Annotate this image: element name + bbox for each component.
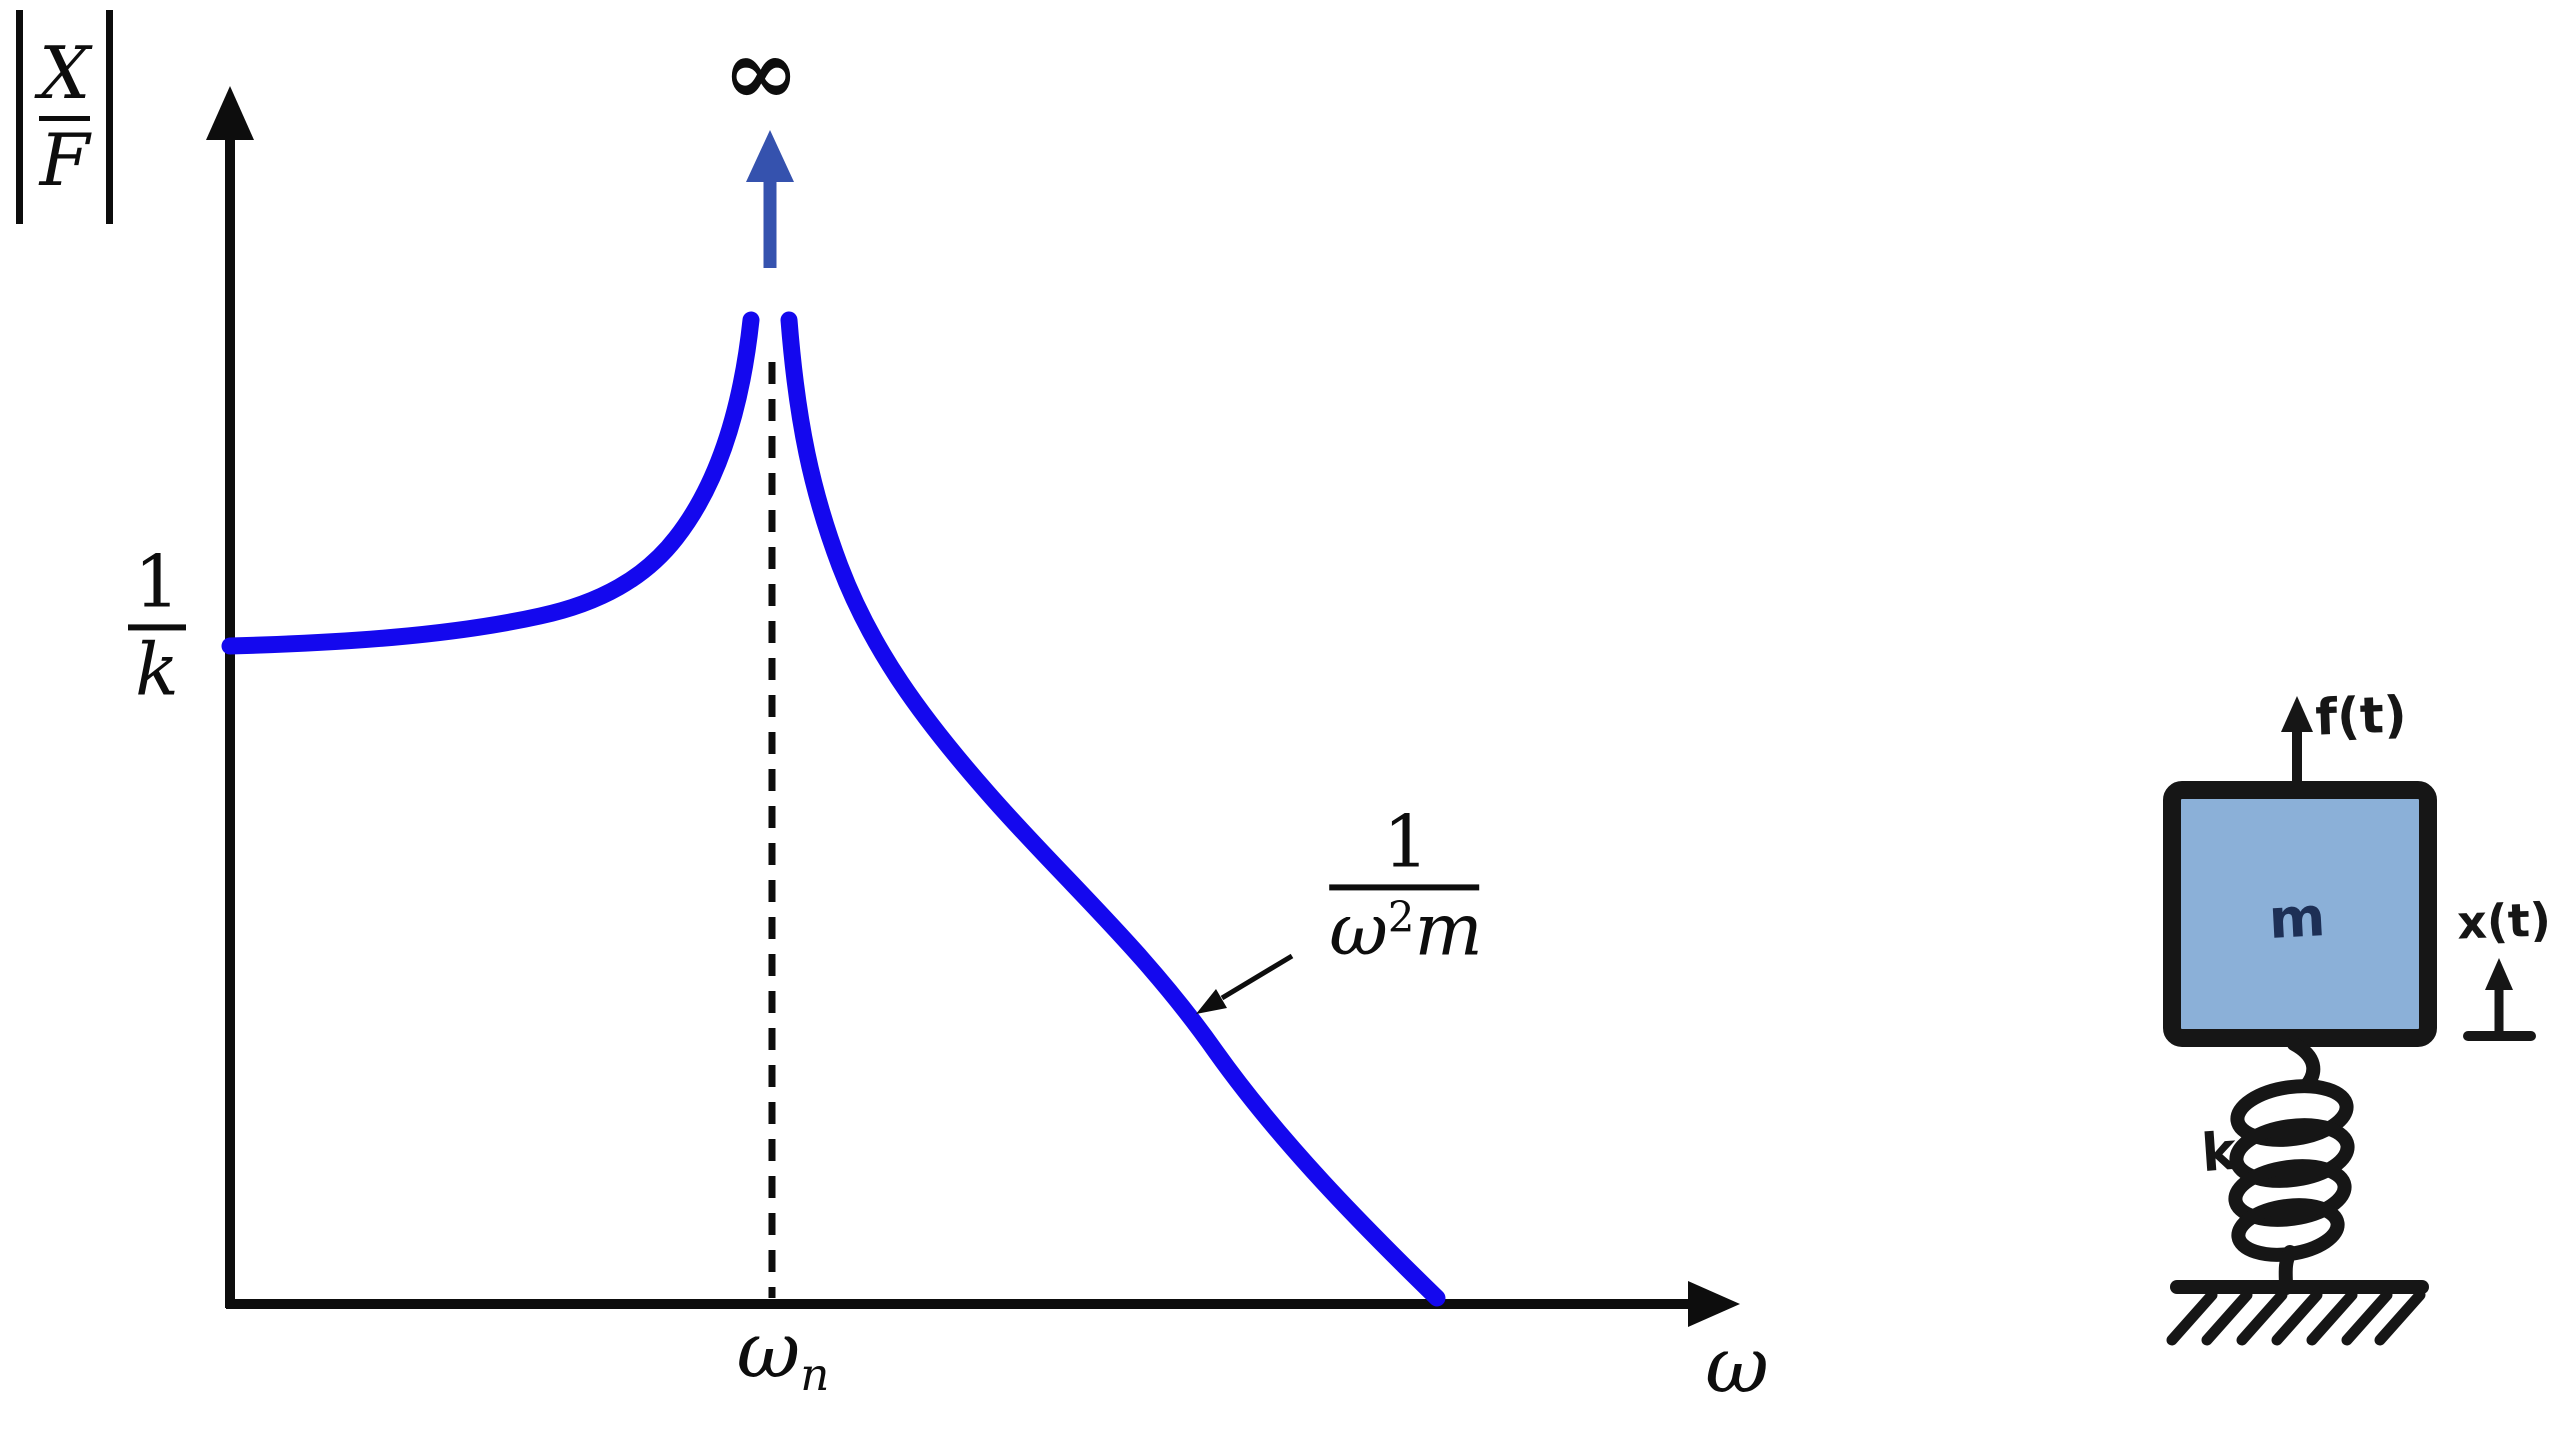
intercept-numerator: 1 [134, 539, 180, 624]
asymptote-arrow-head [1196, 989, 1227, 1014]
spring-loop [2228, 1159, 2352, 1227]
y-axis-label: X F [16, 10, 114, 224]
axes [206, 86, 1740, 1327]
response-curve-right-branch [780, 311, 1446, 1307]
abs-bar-right [106, 10, 114, 224]
ground-hatch [2341, 1289, 2393, 1346]
resonance-subscript: n [800, 1347, 830, 1401]
intercept-label: 1 k [128, 544, 186, 707]
y-axis-arrowhead [206, 86, 254, 140]
x-axis-arrowhead [1688, 1281, 1740, 1327]
asymptote-arrow-shaft [1220, 953, 1294, 1001]
intercept-denominator: k [135, 627, 179, 711]
spring-loop [2229, 1118, 2355, 1188]
ground-hatch [2374, 1289, 2426, 1346]
displacement-arrow [2463, 958, 2536, 1041]
resonance-tick-label: ωn [737, 1312, 830, 1397]
displacement-arrow-head [2485, 958, 2513, 990]
response-curve-left-branch [221, 311, 760, 655]
y-axis-numerator: X [39, 30, 91, 115]
spring-coil [2228, 1037, 2355, 1295]
peak-arrow-head [746, 130, 794, 182]
fraction-bar [39, 115, 91, 121]
force-label: f(t) [2314, 685, 2408, 747]
asymptote-pointer-arrow [1196, 953, 1294, 1014]
abs-bar-left [16, 10, 23, 224]
asymptote-denominator: ω2m [1329, 891, 1483, 968]
stiffness-label: k [2199, 1121, 2239, 1185]
ground-hatch [2236, 1289, 2288, 1346]
ground-hatch [2201, 1289, 2253, 1346]
mass-label: m [2267, 885, 2327, 951]
resonance-omega: ω [736, 1306, 801, 1397]
y-axis-fraction: X F [39, 10, 91, 224]
mass-block [2163, 781, 2437, 1047]
y-axis-denominator: F [39, 117, 90, 202]
ground-hatch [2166, 1289, 2218, 1346]
asymptote-label: 1 ω2m [1329, 804, 1483, 967]
ground-hatch [2271, 1289, 2323, 1346]
fraction-bar [1329, 884, 1480, 890]
fraction-bar [128, 624, 186, 630]
mass-spring-schematic [2163, 696, 2536, 1346]
peak-infinity-arrow [746, 130, 794, 268]
force-arrow-head [2281, 696, 2313, 732]
asymptote-exponent: 2 [1387, 892, 1415, 942]
spring-loop [2230, 1079, 2354, 1147]
asymptote-omega: ω [1329, 887, 1388, 971]
ground [2166, 1280, 2429, 1346]
asymptote-mass: m [1414, 887, 1483, 971]
asymptote-numerator: 1 [1383, 799, 1429, 884]
displacement-label: x(t) [2456, 892, 2552, 950]
ground-hatch [2306, 1289, 2358, 1346]
